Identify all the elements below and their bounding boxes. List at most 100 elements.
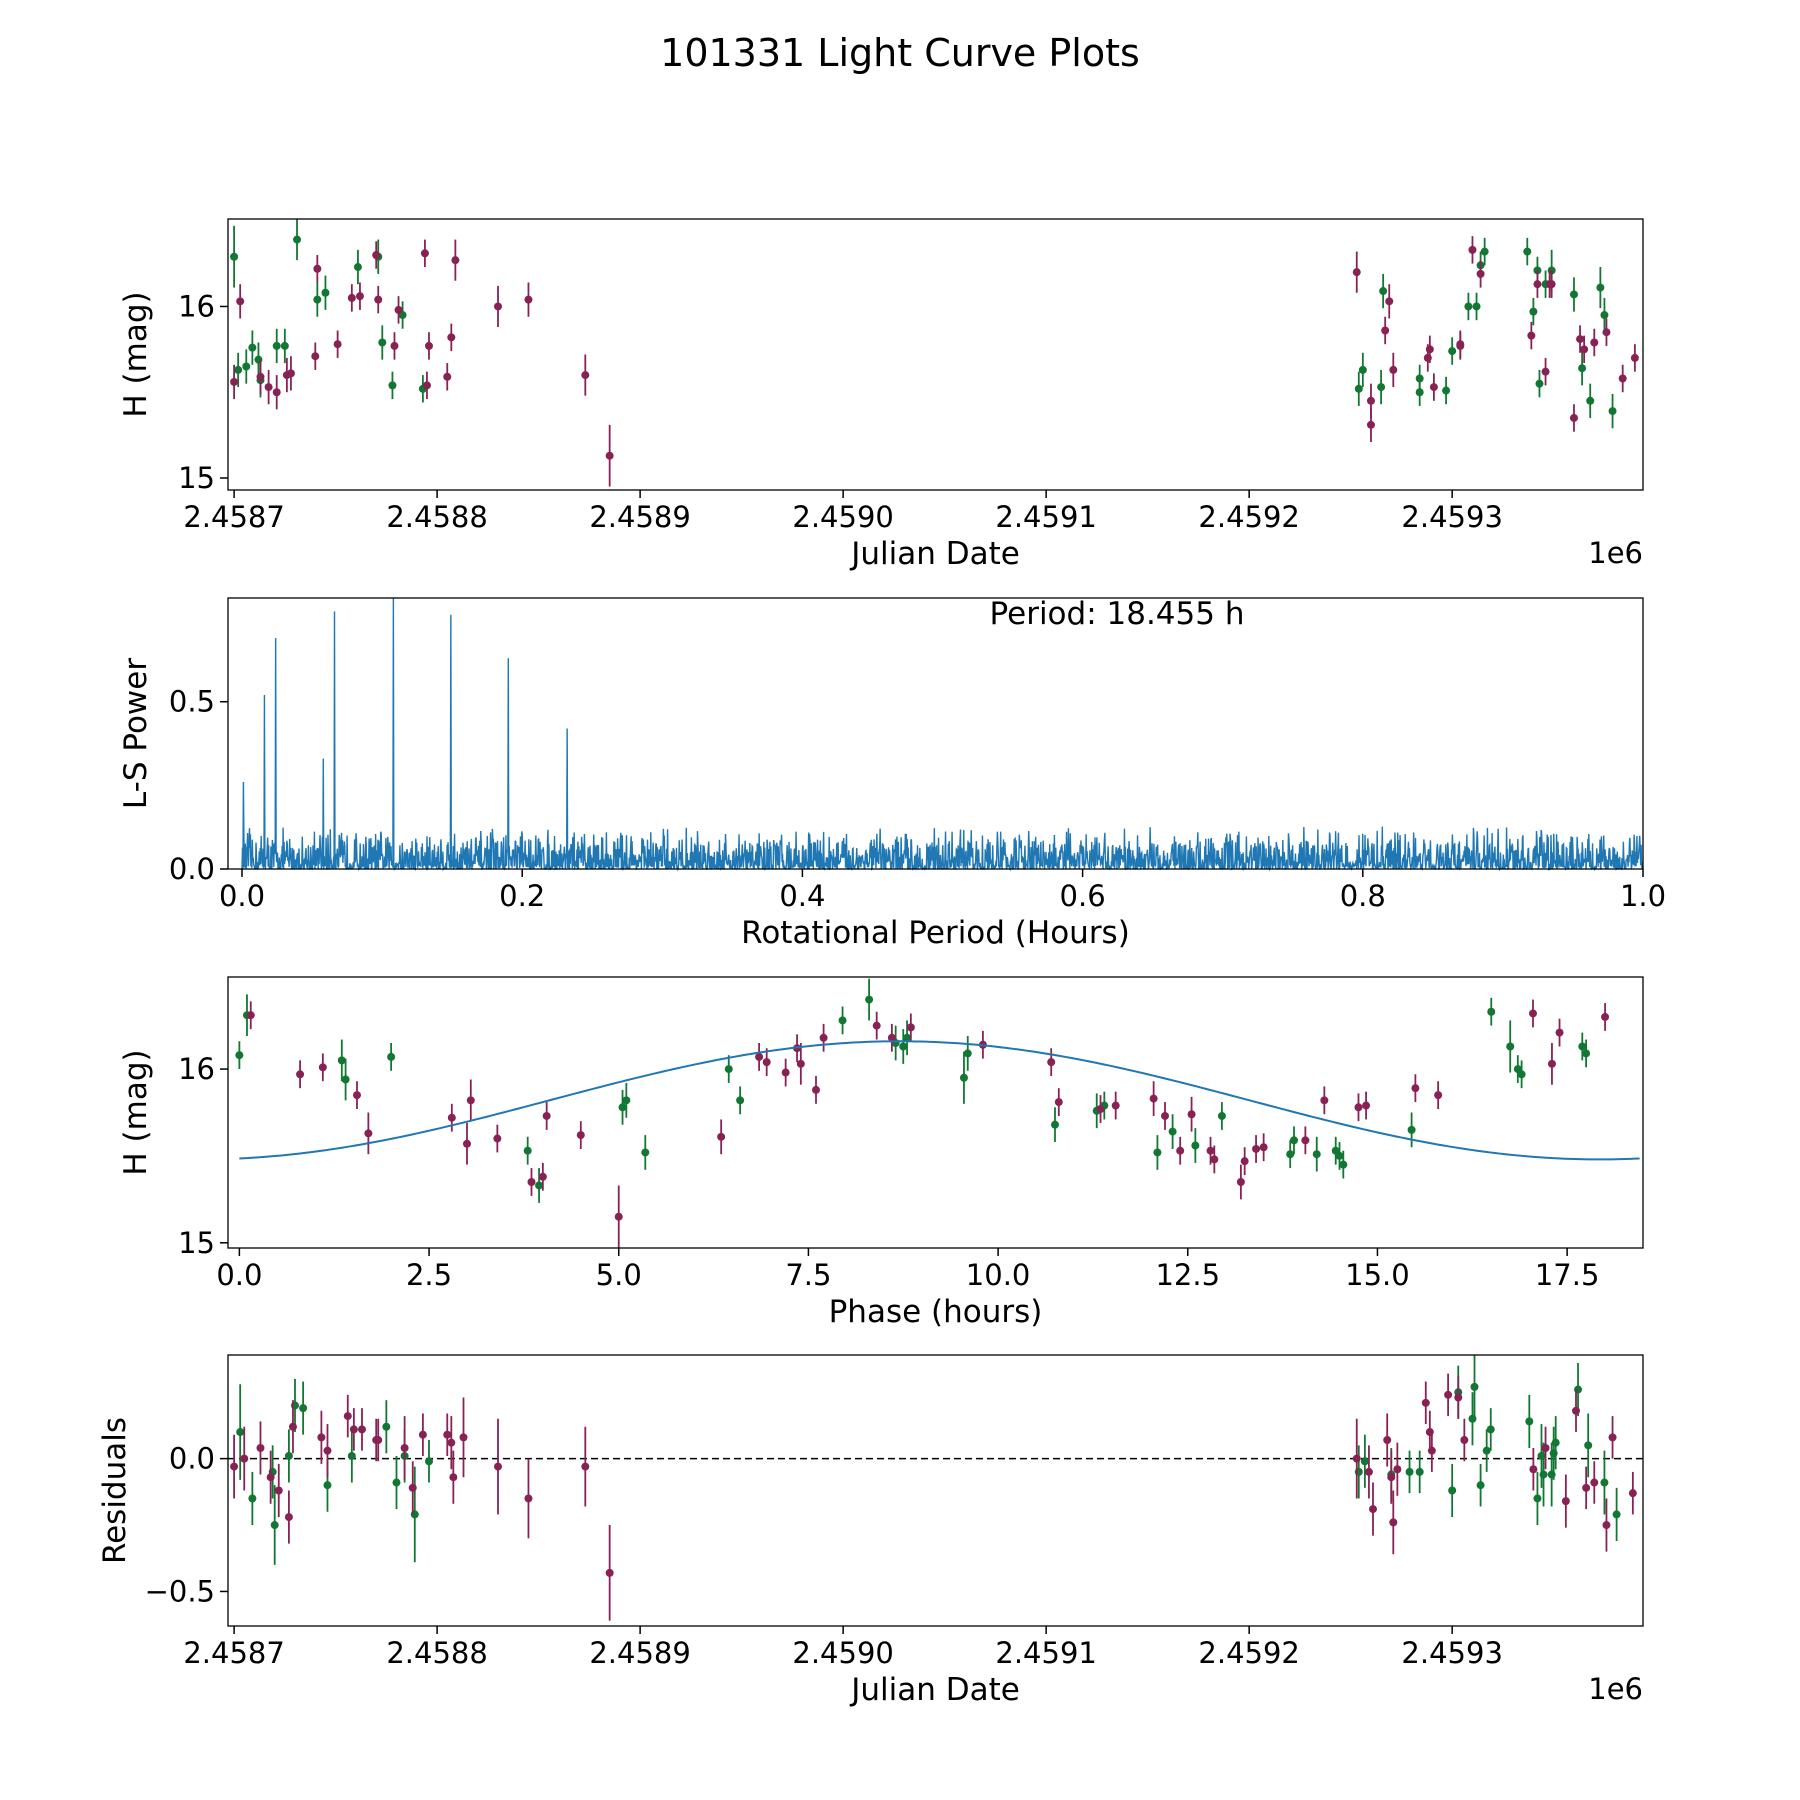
data-point [1366, 396, 1375, 405]
data-point [1608, 407, 1617, 416]
x-tick-label: 2.4593 [1401, 1636, 1502, 1670]
data-point [1259, 1143, 1268, 1152]
data-point [1586, 396, 1595, 405]
data-point [535, 1181, 544, 1190]
data-point [447, 1438, 456, 1447]
data-point [1602, 328, 1611, 337]
data-point [1047, 1058, 1056, 1067]
data-point [341, 1075, 350, 1084]
data-point [353, 263, 362, 272]
data-point [1217, 1111, 1226, 1120]
phased-panel: 0.0 2.5 5.0 7.5 10.0 12.5 15.0 17.5 15 16 Phase (h… [118, 976, 1644, 1330]
x-tick-label: 15.0 [1345, 1258, 1410, 1292]
data-point [1387, 1473, 1396, 1482]
data-point [1191, 1141, 1200, 1150]
data-point [1541, 367, 1550, 376]
data-point [1434, 1091, 1443, 1100]
x-tick-label: 2.4593 [1401, 500, 1502, 534]
data-point [1506, 1042, 1515, 1051]
data-point [1366, 420, 1375, 429]
y-tick-label: −0.5 [145, 1574, 215, 1608]
data-point [1628, 1489, 1637, 1498]
y-axis-label: H (mag) [118, 1049, 154, 1175]
x-tick-label: 2.4587 [183, 500, 284, 534]
y-axis-label: L-S Power [118, 658, 154, 809]
data-point [355, 292, 364, 301]
data-point [1578, 364, 1587, 373]
data-point [256, 372, 265, 381]
data-point [1468, 245, 1477, 254]
data-point [236, 297, 245, 306]
data-point [400, 1443, 409, 1452]
data-point [1533, 1494, 1542, 1503]
data-point [1405, 1467, 1414, 1476]
data-point [466, 1096, 475, 1105]
x-axis-label: Phase (hours) [829, 1294, 1043, 1330]
data-point [394, 305, 403, 314]
x-axis-label: Julian Date [849, 536, 1020, 572]
data-point [270, 1521, 279, 1530]
data-point [1407, 1125, 1416, 1134]
data-point [1421, 1398, 1430, 1407]
series-purple [230, 1373, 1637, 1621]
x-tick-label: 5.0 [596, 1258, 642, 1292]
data-point [1161, 1111, 1170, 1120]
data-point [337, 1056, 346, 1065]
data-point [234, 365, 243, 374]
data-point [1539, 1470, 1548, 1479]
data-point [424, 341, 433, 350]
data-point [321, 288, 330, 297]
data-point [1464, 302, 1473, 311]
data-point [1362, 1101, 1371, 1110]
data-point [443, 372, 452, 381]
data-point [1415, 388, 1424, 397]
data-point [1527, 331, 1536, 340]
data-point [1529, 307, 1538, 316]
data-point [1596, 283, 1605, 292]
data-point [581, 371, 590, 380]
data-point [1590, 338, 1599, 347]
data-point [1600, 1478, 1609, 1487]
x-tick-label: 2.4590 [792, 1636, 893, 1670]
data-point [230, 1462, 239, 1471]
data-point [542, 1111, 551, 1120]
data-point [736, 1096, 745, 1105]
data-point [1168, 1127, 1177, 1136]
data-point [1385, 297, 1394, 306]
y-tick-label: 15 [178, 461, 215, 495]
data-point [1528, 1009, 1537, 1018]
data-point [1618, 374, 1627, 383]
data-point [781, 1068, 790, 1077]
data-point [333, 340, 342, 349]
data-point [605, 1568, 614, 1577]
data-point [387, 1052, 396, 1061]
data-point [313, 295, 322, 304]
data-point [819, 1033, 828, 1042]
data-layer [230, 1355, 1637, 1621]
x-tick-label: 7.5 [785, 1258, 831, 1292]
data-point [1630, 353, 1639, 362]
data-point [443, 1430, 452, 1439]
x-tick-label: 0.6 [1060, 879, 1106, 913]
y-tick-label: 0.5 [169, 685, 215, 719]
data-point [288, 1422, 297, 1431]
data-point [1377, 383, 1386, 392]
data-point [1486, 1425, 1495, 1434]
data-point [447, 333, 456, 342]
data-point [236, 1428, 245, 1437]
x-tick-label: 2.4591 [995, 500, 1096, 534]
data-point [605, 451, 614, 460]
data-layer [235, 978, 1640, 1248]
data-point [1381, 326, 1390, 335]
series-purple [230, 236, 1639, 487]
x-tick-label: 2.4589 [589, 1636, 690, 1670]
data-point [1454, 1393, 1463, 1402]
data-point [1448, 347, 1457, 356]
data-point [459, 1433, 468, 1442]
plot-frame [227, 1354, 1644, 1627]
data-point [724, 1065, 733, 1074]
data-point [1572, 1406, 1581, 1415]
data-point [1460, 1436, 1469, 1445]
figure-title: 101331 Light Curve Plots [660, 31, 1140, 75]
data-point [1425, 345, 1434, 354]
